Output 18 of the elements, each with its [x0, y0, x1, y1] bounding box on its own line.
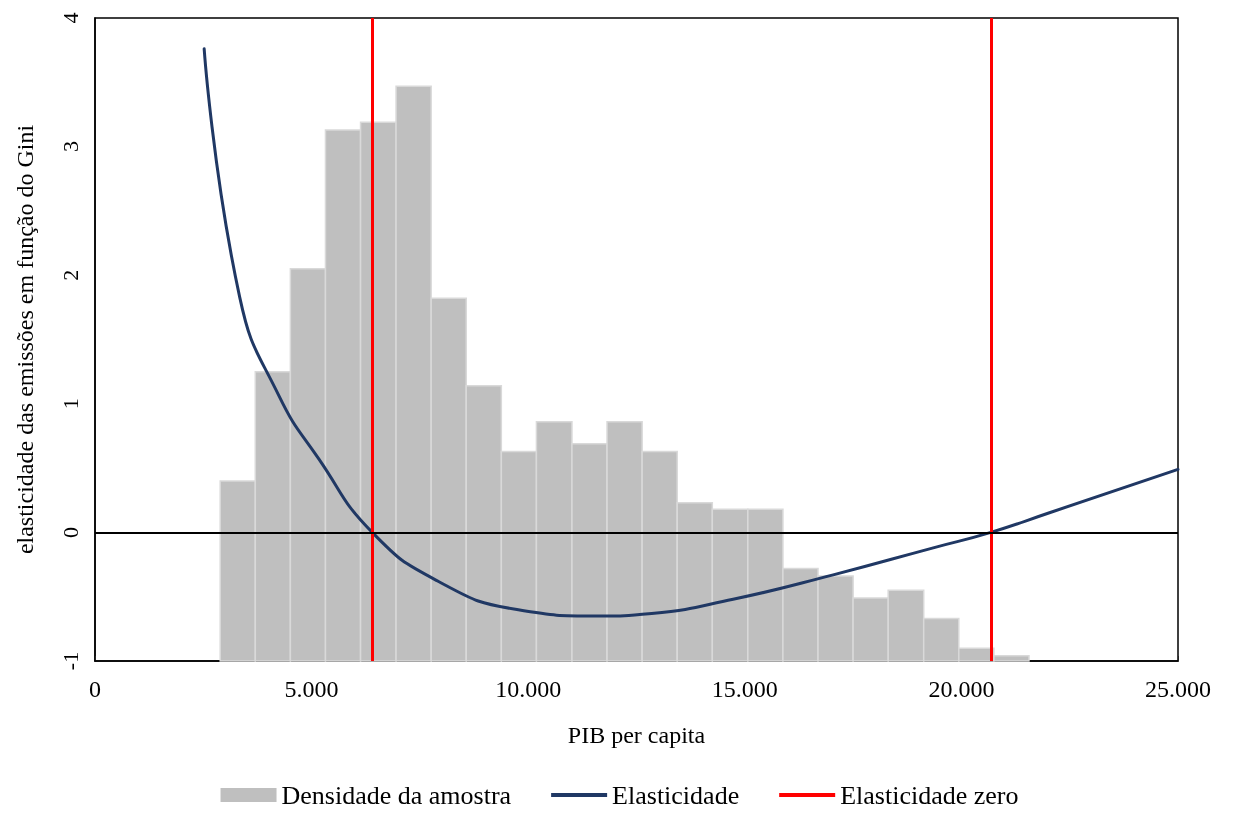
legend-label: Elasticidade: [612, 780, 740, 810]
x-tick-label: 0: [89, 676, 101, 702]
y-tick-label: 1: [57, 398, 83, 410]
y-tick-label: 0: [57, 526, 83, 538]
line-series: [202, 47, 1180, 618]
x-axis-title: PIB per capita: [567, 722, 706, 748]
x-tick-label: 15.000: [711, 676, 778, 702]
x-tick-label: 25.000: [1145, 676, 1211, 702]
y-tick-label: -1: [57, 651, 83, 671]
y-tick-label: 2: [57, 269, 83, 281]
y-tick-label: 4: [57, 12, 83, 24]
y-axis-title: elasticidade das emissões em função do Gini: [12, 124, 38, 555]
legend-label: Elasticidade zero: [840, 780, 1019, 810]
x-tick-label: 5.000: [284, 676, 339, 702]
x-tick-label: 10.000: [495, 676, 562, 702]
legend-label: Densidade da amostra: [281, 780, 512, 810]
x-tick-label: 20.000: [928, 676, 995, 702]
y-tick-label: 3: [57, 141, 83, 153]
